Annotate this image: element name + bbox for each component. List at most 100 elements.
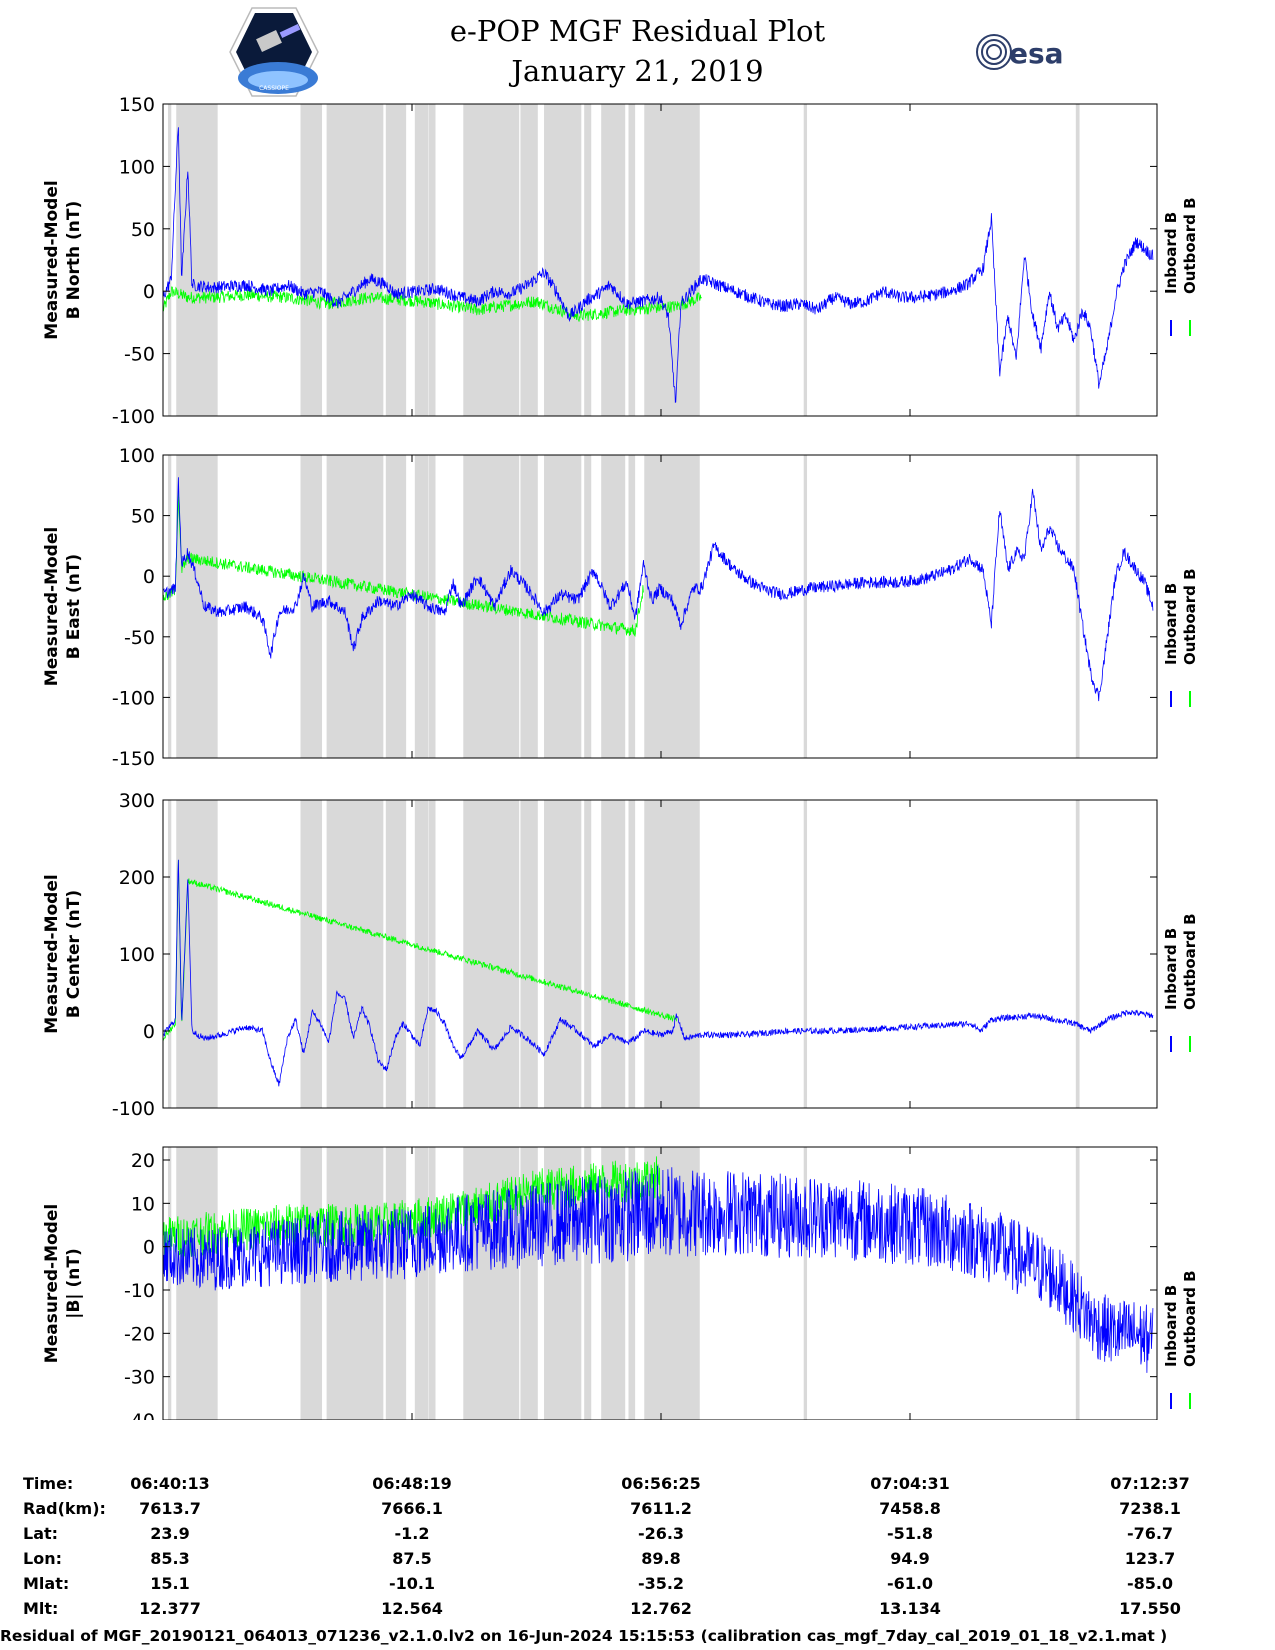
- orbit-value: 06:56:25: [621, 1474, 701, 1493]
- shaded-interval-2-8: [520, 800, 538, 1108]
- shaded-interval-2-5: [414, 800, 429, 1108]
- orbit-row-label: Rad(km):: [23, 1499, 106, 1518]
- orbit-value: 15.1: [150, 1574, 190, 1593]
- shaded-interval-3-14: [803, 1147, 808, 1420]
- orbit-row-5: Mlt: 12.377 12.564 12.762 13.134 17.550: [0, 1599, 1275, 1623]
- shaded-interval-1-15: [1075, 455, 1080, 758]
- orbit-value: 123.7: [1124, 1549, 1176, 1568]
- orbit-value: 87.5: [392, 1549, 432, 1568]
- shaded-interval-2-12: [628, 800, 636, 1108]
- shaded-interval-2-7: [463, 800, 520, 1108]
- esa-logo-text: esa: [1009, 37, 1064, 70]
- plot-title: e-POP MGF Residual Plot: [449, 14, 826, 48]
- shaded-interval-1-1: [176, 455, 218, 758]
- y-tick-label-3: -40: [124, 1410, 155, 1420]
- cassiope-logo-text: CASSIOPE: [259, 85, 289, 92]
- y-axis-label-3: Measured-Model |B| (nT): [42, 1204, 84, 1363]
- series-2-outboard: [162, 859, 677, 1042]
- legend-inboard-label-0: Inboard B: [1162, 212, 1180, 294]
- orbit-value: -26.3: [637, 1524, 685, 1543]
- orbit-value: 85.3: [150, 1549, 190, 1568]
- series-2-inboard: [162, 859, 1154, 1087]
- shaded-interval-0-1: [176, 104, 218, 416]
- legend-outboard-label-2: Outboard B: [1181, 913, 1199, 1010]
- orbit-value: 7666.1: [381, 1499, 443, 1518]
- shaded-interval-1-4: [385, 455, 407, 758]
- y-tick-label-0: -50: [124, 344, 155, 366]
- shaded-interval-2-15: [1075, 800, 1080, 1108]
- orbit-value: -1.2: [394, 1524, 430, 1543]
- shaded-interval-1-10: [584, 455, 592, 758]
- shaded-interval-3-5: [414, 1147, 429, 1420]
- y-tick-label-1: -50: [124, 627, 155, 649]
- orbit-value: -61.0: [886, 1574, 934, 1593]
- y-tick-label-3: -10: [124, 1280, 155, 1302]
- orbit-value: -10.1: [388, 1574, 436, 1593]
- shaded-interval-1-5: [414, 455, 429, 758]
- shaded-interval-3-6: [428, 1147, 436, 1420]
- shaded-interval-0-5: [414, 104, 429, 416]
- y-tick-label-1: -100: [112, 687, 155, 709]
- shaded-interval-0-7: [463, 104, 520, 416]
- orbit-row-label: Lon:: [23, 1549, 62, 1568]
- series-3-inboard: [162, 1165, 1154, 1373]
- orbit-row-1: Rad(km): 7613.7 7666.1 7611.2 7458.8 7238.1: [0, 1499, 1275, 1523]
- orbit-row-label: Lat:: [23, 1524, 59, 1543]
- shaded-interval-2-3: [326, 800, 384, 1108]
- shaded-interval-2-2: [300, 800, 323, 1108]
- y-tick-label-3: 0: [143, 1237, 155, 1259]
- orbit-value: 07:12:37: [1110, 1474, 1190, 1493]
- shaded-interval-3-10: [584, 1147, 592, 1420]
- y-tick-label-0: 100: [119, 156, 155, 178]
- orbit-value: 12.762: [630, 1599, 692, 1618]
- y-tick-label-3: -30: [124, 1367, 155, 1389]
- shaded-interval-0-12: [628, 104, 636, 416]
- shaded-interval-0-0: [167, 104, 172, 416]
- shaded-interval-2-9: [544, 800, 582, 1108]
- orbit-value: -76.7: [1126, 1524, 1174, 1543]
- y-tick-label-2: 100: [119, 944, 155, 966]
- shaded-interval-0-10: [584, 104, 592, 416]
- orbit-row-label: Time:: [23, 1474, 74, 1493]
- shaded-interval-1-11: [601, 455, 626, 758]
- y-tick-label-1: -150: [112, 748, 155, 770]
- y-tick-label-1: 0: [143, 566, 155, 588]
- shaded-interval-3-7: [463, 1147, 520, 1420]
- shaded-interval-3-3: [326, 1147, 384, 1420]
- orbit-row-2: Lat: 23.9 -1.2 -26.3 -51.8 -76.7: [0, 1524, 1275, 1548]
- orbit-value: 12.377: [139, 1599, 201, 1618]
- y-tick-label-2: -100: [112, 1098, 155, 1120]
- shaded-interval-1-13: [644, 455, 700, 758]
- series-1-outboard: [162, 492, 644, 638]
- cassiope-mission-logo: CASSIOPE: [229, 7, 319, 97]
- orbit-value: 7611.2: [630, 1499, 692, 1518]
- shaded-interval-0-8: [520, 104, 538, 416]
- shaded-interval-0-4: [385, 104, 407, 416]
- shaded-interval-0-15: [1075, 104, 1080, 416]
- orbit-value: 17.550: [1119, 1599, 1181, 1618]
- legend-outboard-label-3: Outboard B: [1181, 1270, 1199, 1367]
- shaded-interval-2-14: [803, 800, 808, 1108]
- shaded-interval-3-4: [385, 1147, 407, 1420]
- orbit-value: 12.564: [381, 1599, 443, 1618]
- y-tick-label-0: 50: [131, 219, 155, 241]
- y-axis-label-2: Measured-Model B Center (nT): [42, 874, 84, 1033]
- plot-frame-3: [162, 1146, 1158, 1420]
- shaded-interval-2-6: [428, 800, 436, 1108]
- orbit-value: -51.8: [886, 1524, 934, 1543]
- y-axis-label-0: Measured-Model B North (nT): [42, 180, 84, 339]
- y-tick-label-1: 50: [131, 506, 155, 528]
- legend-inboard-label-3: Inboard B: [1162, 1285, 1180, 1367]
- shaded-interval-3-0: [167, 1147, 172, 1420]
- y-tick-label-2: 0: [143, 1021, 155, 1043]
- shaded-interval-2-10: [584, 800, 592, 1108]
- orbit-value: 7238.1: [1119, 1499, 1181, 1518]
- orbit-value: 06:48:19: [372, 1474, 452, 1493]
- plot-frame-0: [162, 103, 1158, 417]
- shaded-interval-0-3: [326, 104, 384, 416]
- esa-logo: esa: [976, 34, 1064, 70]
- shaded-interval-1-14: [803, 455, 808, 758]
- orbit-value: 07:04:31: [870, 1474, 950, 1493]
- shaded-interval-2-1: [176, 800, 218, 1108]
